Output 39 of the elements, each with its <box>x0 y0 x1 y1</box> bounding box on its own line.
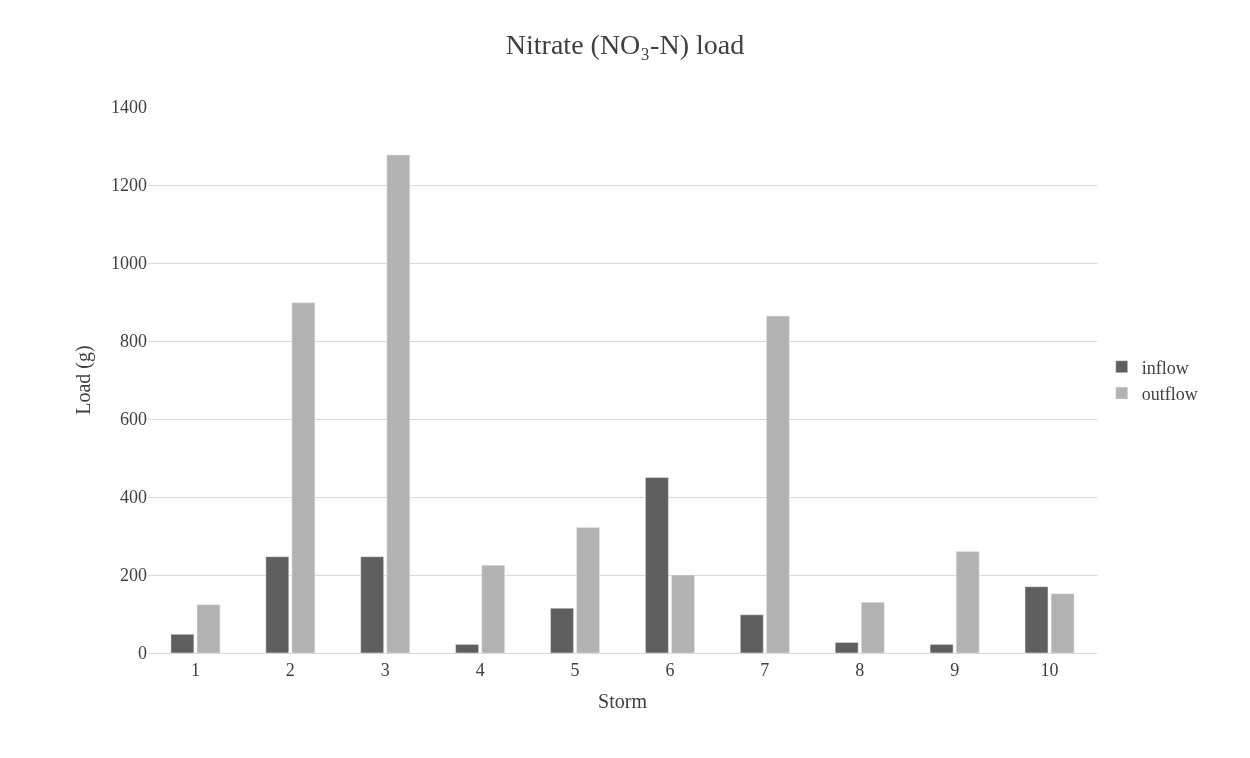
x-tick-label: 9 <box>950 659 960 680</box>
legend-label: inflow <box>1141 357 1189 378</box>
bar <box>834 642 859 653</box>
bar <box>645 477 669 653</box>
bar <box>861 602 885 653</box>
x-tick-label: 5 <box>570 659 580 680</box>
y-tick-label: 1000 <box>111 253 147 274</box>
bar <box>955 551 980 653</box>
y-tick-label: 1200 <box>111 175 147 196</box>
chart-title: Nitrate (NO₃-N) load <box>505 28 745 60</box>
bar <box>766 315 790 653</box>
bar <box>481 565 505 653</box>
x-tick-label: 3 <box>380 659 390 680</box>
x-tick-label: 6 <box>665 659 675 680</box>
x-tick-label: 8 <box>855 659 865 680</box>
y-tick-label: 1400 <box>111 97 147 118</box>
y-tick-label: 400 <box>120 487 147 508</box>
bar <box>291 302 316 653</box>
x-tick-label: 4 <box>475 659 485 680</box>
legend-label: outflow <box>1141 384 1198 405</box>
bar <box>740 614 764 653</box>
bar <box>576 527 600 653</box>
bar <box>929 644 954 653</box>
bar <box>455 644 479 653</box>
y-tick-label: 0 <box>138 643 147 664</box>
y-tick-label: 200 <box>120 565 147 586</box>
y-tick-label: 600 <box>120 409 147 430</box>
x-tick-label: 1 <box>190 659 200 680</box>
x-tick-label: 7 <box>760 659 770 680</box>
bar <box>671 574 695 653</box>
y-tick-label: 800 <box>120 331 147 352</box>
bar <box>550 607 574 653</box>
bar <box>265 556 290 653</box>
x-tick-label: 10 <box>1040 659 1059 680</box>
y-axis-title: Load (g) <box>71 345 95 415</box>
bar <box>360 556 384 653</box>
x-tick-label: 2 <box>285 659 295 680</box>
x-axis-title: Storm <box>598 690 648 713</box>
bar <box>386 154 411 653</box>
